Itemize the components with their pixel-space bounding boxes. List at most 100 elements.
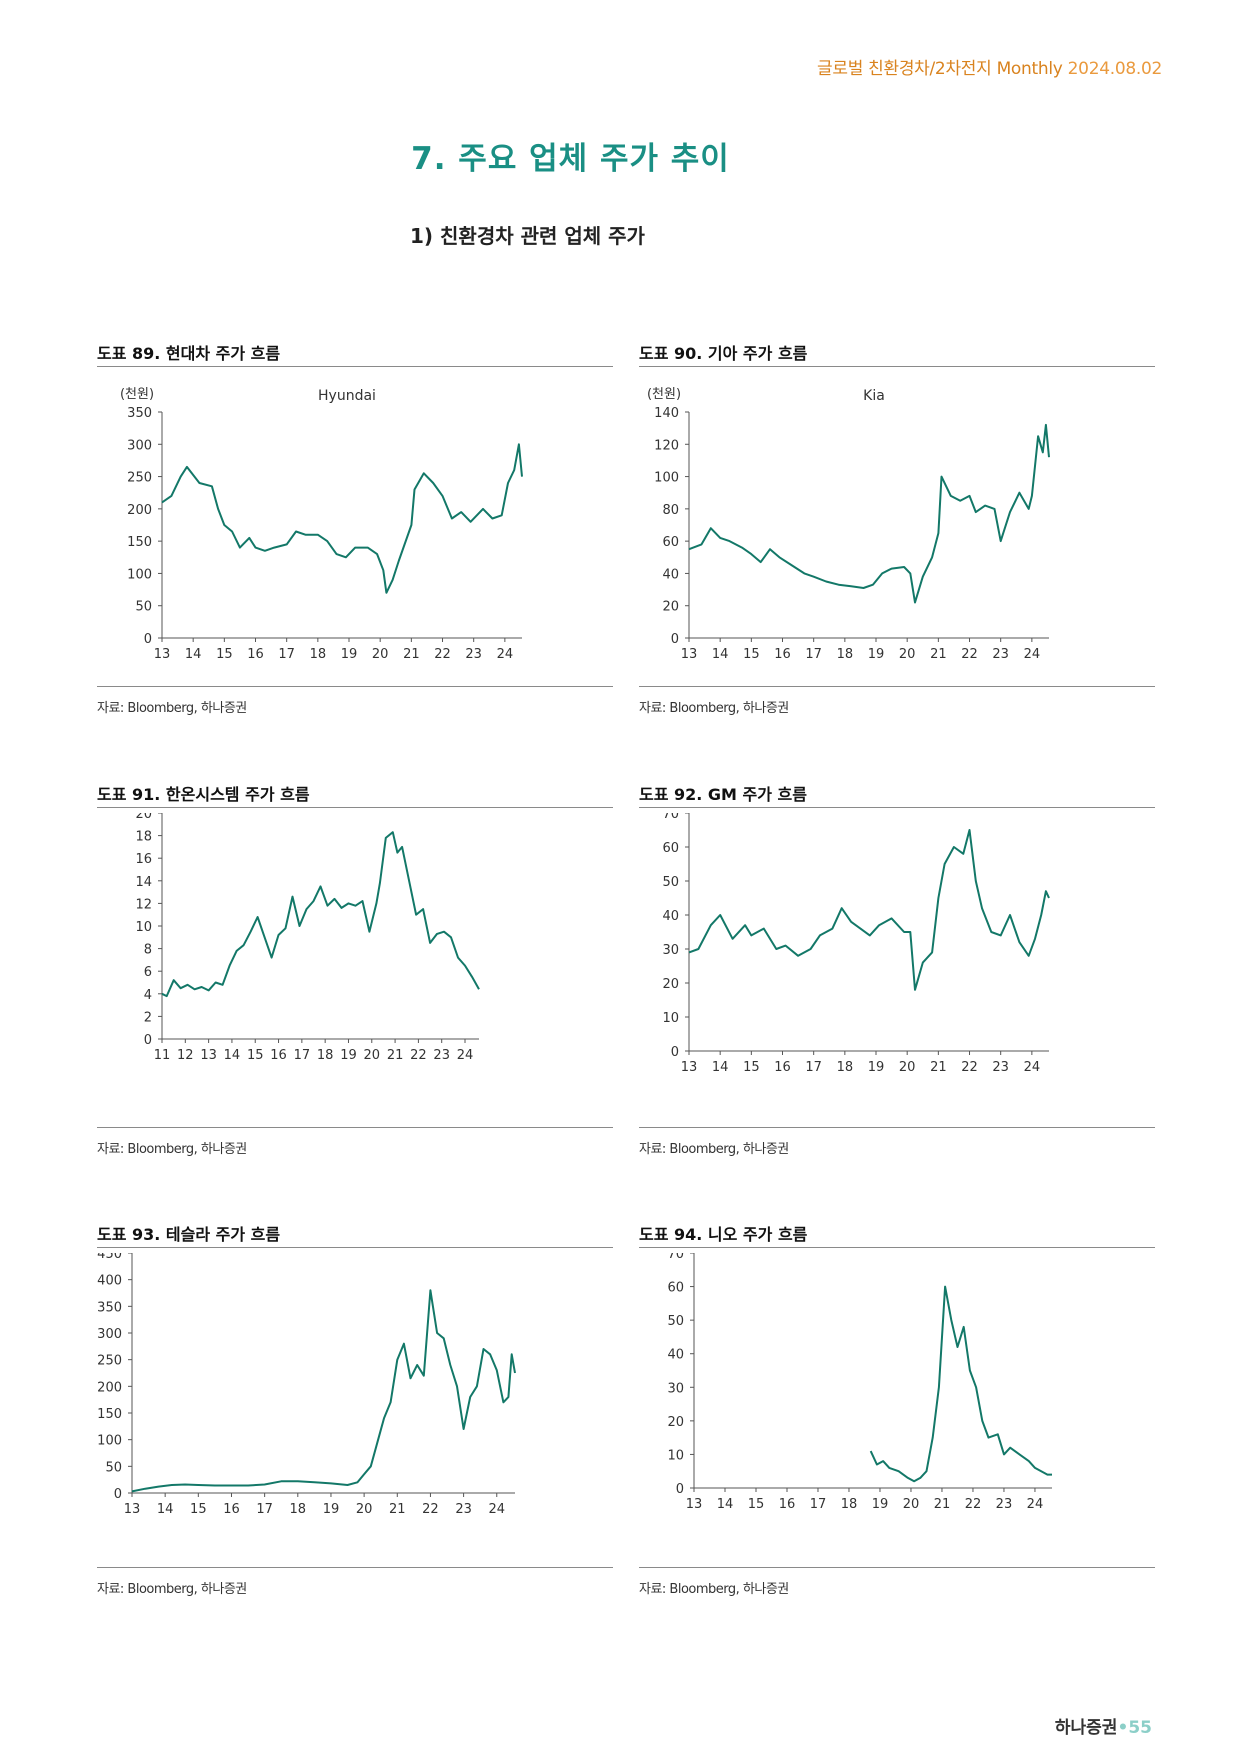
chart-caption: 도표 94. 니오 주가 흐름 (639, 1225, 808, 1244)
x-tick-label: 23 (996, 1497, 1013, 1512)
y-tick-label: 300 (127, 438, 152, 453)
chart-source: 자료: Bloomberg, 하나증권 (639, 1582, 789, 1597)
y-tick-label: 100 (654, 471, 679, 486)
divider (639, 366, 1155, 367)
x-tick-label: 14 (712, 647, 729, 662)
line-chart-tesla: 0 50 100 150 200 250 300 350 400 450 13 14 15 16 17 18 1… (97, 1253, 516, 1517)
series-line-hyundai (161, 443, 523, 594)
y-tick-label: 20 (662, 977, 679, 992)
x-tick-label: 14 (157, 1502, 174, 1517)
divider (639, 1127, 1155, 1128)
chart-caption: 도표 90. 기아 주가 흐름 (639, 344, 808, 363)
x-tick-label: 19 (872, 1497, 889, 1512)
x-tick-label: 14 (717, 1497, 734, 1512)
line-chart-nio: 010203040506070131415161718192021222324(… (667, 1253, 1052, 1512)
y-tick-label: 50 (667, 1314, 684, 1329)
x-tick-label: 22 (961, 1060, 978, 1075)
sub-title: 1) 친환경차 관련 업체 주가 (410, 224, 645, 248)
chart-title: Hyundai (318, 388, 376, 404)
x-tick-label: 22 (965, 1497, 982, 1512)
chart-panel-hyundai: 도표 89. 현대차 주가 흐름 0 50 100 150 200 250 300 350 13… (97, 340, 613, 790)
x-tick-label: 18 (290, 1502, 307, 1517)
x-tick-label: 15 (743, 1060, 760, 1075)
y-tick-label: 30 (662, 943, 679, 958)
x-tick-label: 20 (899, 1060, 916, 1075)
line-chart-kia: 0 20 40 60 80 100 120 140 13 14 15 16 17 18 19 20 21 22 23… (647, 387, 1050, 662)
chart-panel-tesla: 도표 93. 테슬라 주가 흐름 0 50 100 150 200 250 300 350 40… (97, 1221, 613, 1671)
x-tick-label: 23 (465, 647, 482, 662)
y-tick-label: 0 (671, 632, 679, 647)
report-header: 글로벌 친환경차/2차전지 Monthly 2024.08.02 (817, 54, 1162, 79)
divider (97, 1567, 613, 1568)
chart-caption: 도표 92. GM 주가 흐름 (639, 785, 807, 804)
y-tick-label: 350 (97, 1300, 122, 1315)
y-tick-label: 70 (662, 813, 679, 822)
series-line-kia (688, 423, 1050, 604)
x-tick-label: 15 (216, 647, 233, 662)
divider (97, 366, 613, 367)
x-tick-label: 22 (422, 1502, 439, 1517)
y-tick-label: 40 (662, 567, 679, 582)
x-tick-label: 11 (154, 1048, 171, 1063)
report-series-title: 글로벌 친환경차/2차전지 Monthly (817, 59, 1063, 79)
y-tick-label: 50 (105, 1460, 122, 1475)
y-tick-label: 120 (654, 438, 679, 453)
y-tick-label: 14 (135, 875, 152, 890)
y-tick-label: 6 (144, 965, 152, 980)
chart-source: 자료: Bloomberg, 하나증권 (97, 701, 247, 716)
divider (639, 1567, 1155, 1568)
x-tick-label: 21 (930, 1060, 947, 1075)
x-tick-label: 19 (868, 647, 885, 662)
y-tick-label: 10 (667, 1448, 684, 1463)
x-tick-label: 21 (934, 1497, 951, 1512)
x-tick-label: 13 (200, 1048, 217, 1063)
divider (97, 807, 613, 808)
x-tick-label: 24 (1024, 647, 1041, 662)
x-tick-label: 19 (868, 1060, 885, 1075)
x-tick-label: 23 (433, 1048, 450, 1063)
y-tick-label: 10 (135, 920, 152, 935)
x-tick-label: 22 (434, 647, 451, 662)
y-tick-label: 100 (97, 1434, 122, 1449)
y-tick-label: 10 (662, 1011, 679, 1026)
y-tick-label: 4 (144, 988, 152, 1003)
y-tick-label: 20 (662, 600, 679, 615)
divider (639, 1247, 1155, 1248)
y-unit-label: (천원) (647, 387, 681, 402)
x-tick-label: 16 (270, 1048, 287, 1063)
x-tick-label: 20 (356, 1502, 373, 1517)
footer-dot: • (1117, 1718, 1129, 1738)
x-tick-label: 15 (247, 1048, 264, 1063)
divider (97, 1247, 613, 1248)
y-tick-label: 70 (667, 1253, 684, 1262)
divider (639, 686, 1155, 687)
y-tick-label: 60 (662, 535, 679, 550)
report-date: 2024.08.02 (1067, 59, 1163, 79)
x-tick-label: 20 (372, 647, 389, 662)
chart-panel-nio: 도표 94. 니오 주가 흐름 0 10 20 30 40 50 60 70 13 14 15 16 1… (639, 1221, 1155, 1671)
x-tick-label: 21 (387, 1048, 404, 1063)
x-tick-label: 21 (403, 647, 420, 662)
y-tick-label: 20 (135, 813, 152, 822)
y-tick-label: 0 (144, 1033, 152, 1048)
x-tick-label: 21 (389, 1502, 406, 1517)
y-tick-label: 8 (144, 943, 152, 958)
x-tick-label: 16 (774, 647, 791, 662)
y-tick-label: 12 (135, 897, 152, 912)
y-tick-label: 18 (135, 830, 152, 845)
y-tick-label: 40 (667, 1348, 684, 1363)
divider (97, 1127, 613, 1128)
y-tick-label: 200 (127, 503, 152, 518)
y-tick-label: 20 (667, 1415, 684, 1430)
page-footer: 하나증권•55 (1055, 1713, 1152, 1738)
x-tick-label: 20 (903, 1497, 920, 1512)
x-tick-label: 18 (837, 647, 854, 662)
x-tick-label: 15 (748, 1497, 765, 1512)
y-tick-label: 150 (97, 1407, 122, 1422)
x-tick-label: 24 (488, 1502, 505, 1517)
x-tick-label: 22 (410, 1048, 427, 1063)
chart-caption: 도표 91. 한온시스템 주가 흐름 (97, 785, 310, 804)
footer-brand: 하나증권 (1054, 1718, 1118, 1738)
y-tick-label: 450 (97, 1253, 122, 1262)
x-tick-label: 15 (743, 647, 760, 662)
